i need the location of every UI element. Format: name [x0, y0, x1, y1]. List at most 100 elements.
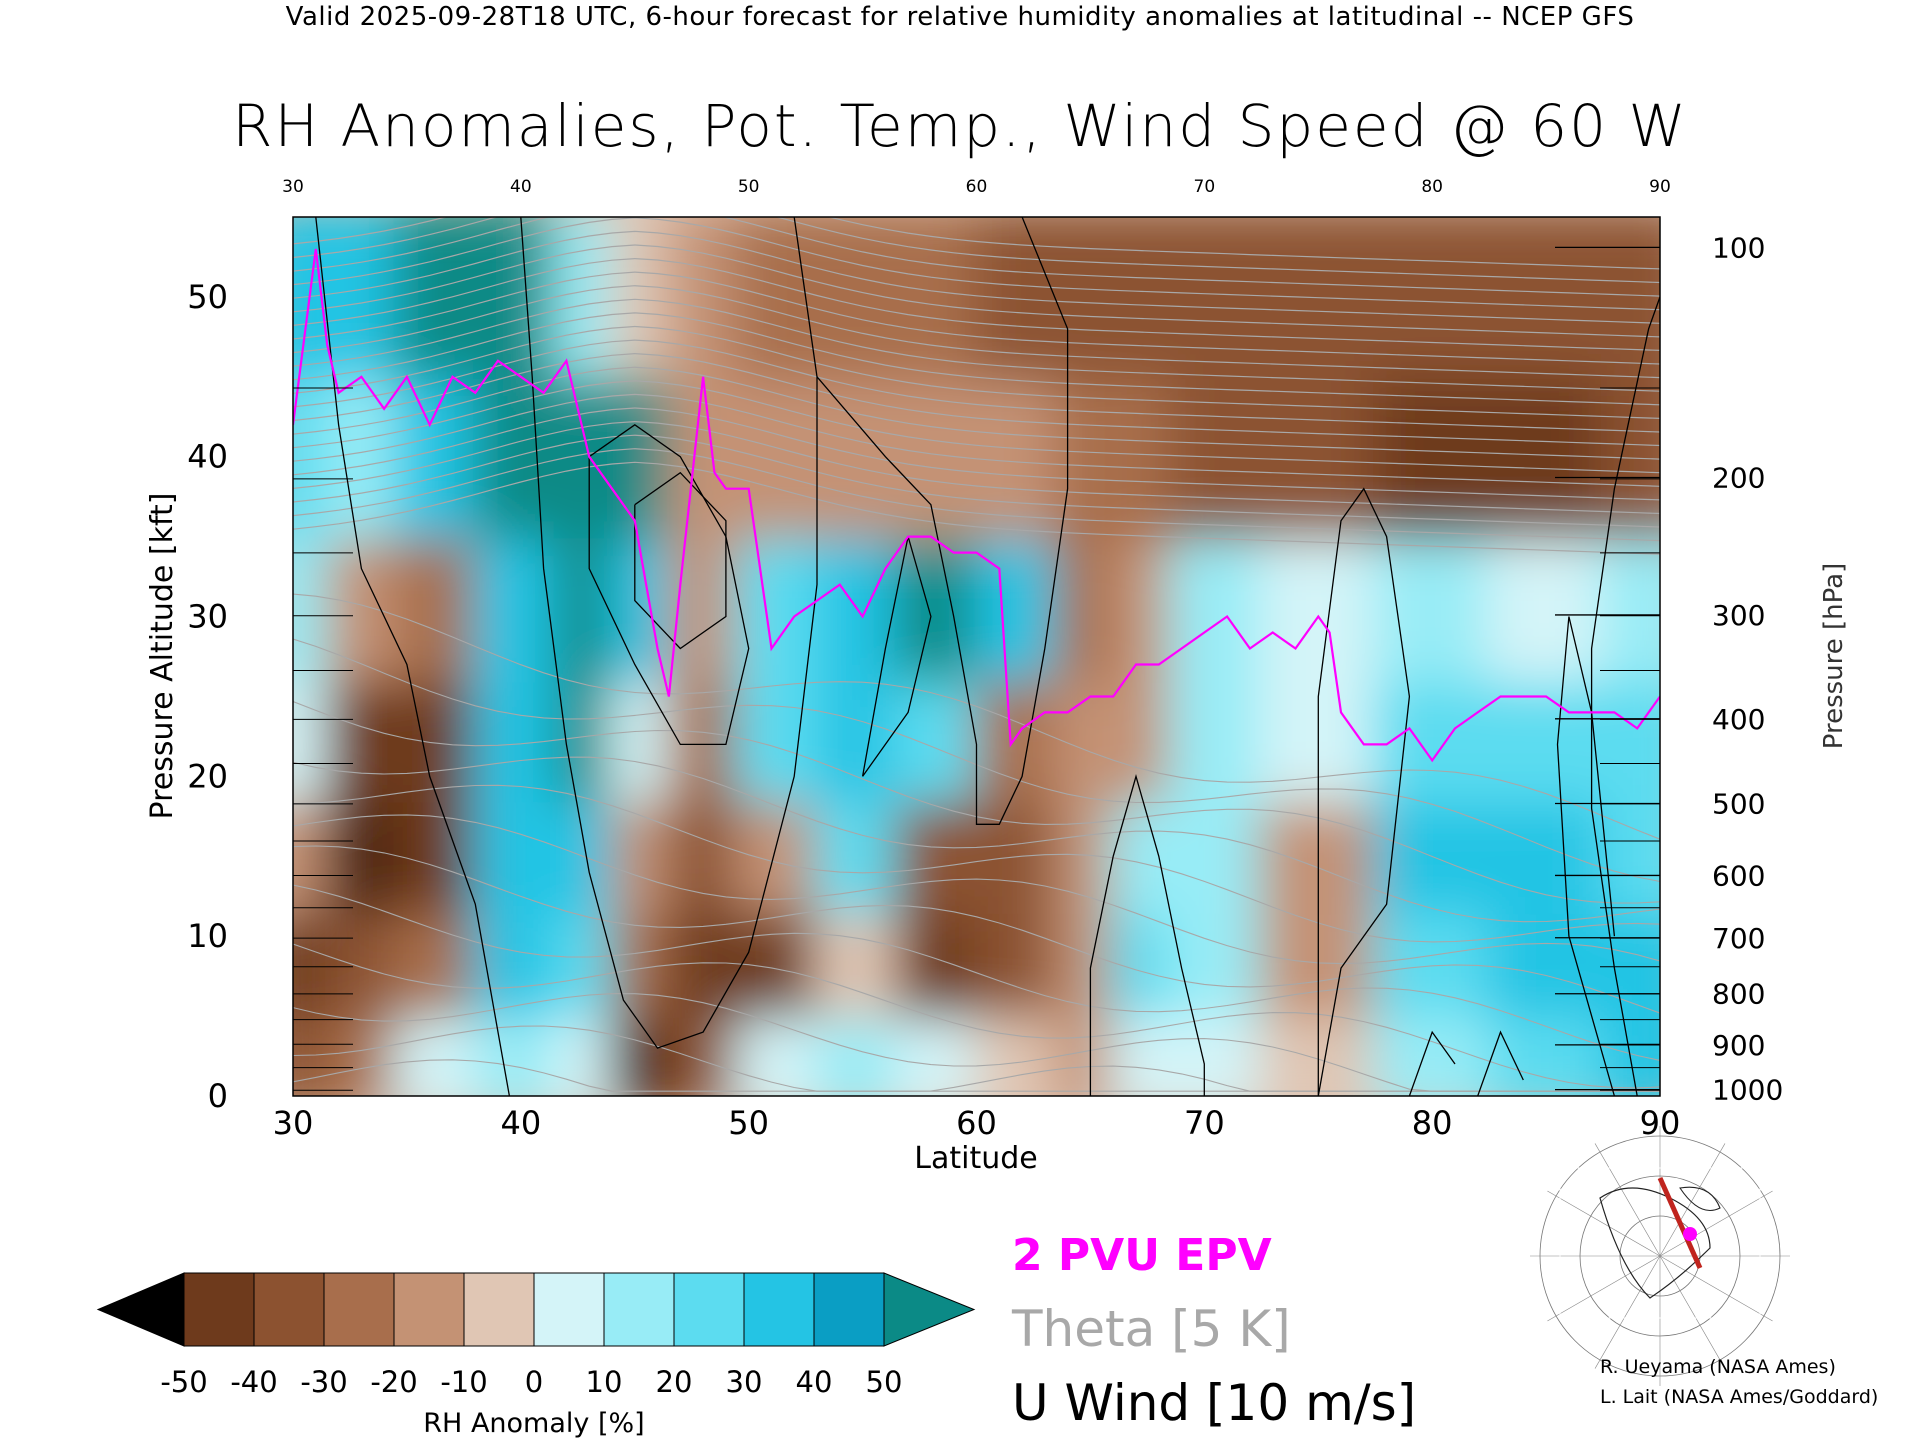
pv-line-layer	[293, 248, 1660, 763]
pressure-tick-label: 900	[1712, 1029, 1765, 1062]
y-tick-label: 50	[187, 278, 228, 316]
pressure-tick-label: 300	[1712, 599, 1765, 632]
pressure-tick-label: 600	[1712, 859, 1765, 892]
theta-line	[293, 407, 1660, 501]
heat-cell	[1168, 678, 1264, 803]
colorbar-box	[603, 1272, 675, 1347]
heat-cell	[666, 1014, 740, 1096]
heat-cell	[609, 910, 671, 1019]
heat-cell	[894, 798, 979, 915]
heat-cell	[815, 217, 899, 379]
heat-cell	[735, 910, 820, 1019]
heat-cell	[609, 678, 671, 803]
x-tick-label: 70	[1184, 1104, 1225, 1142]
heat-cell	[473, 534, 558, 683]
heat-cell	[735, 798, 820, 915]
heat-cell	[1487, 1014, 1606, 1096]
heat-cell	[894, 534, 979, 683]
heat-cell	[1054, 678, 1116, 803]
heat-cell	[974, 678, 1059, 803]
colorbar-tick-label: 40	[796, 1365, 833, 1399]
theta-line	[293, 461, 1660, 555]
wind-contour	[315, 217, 511, 1096]
heat-cell	[1487, 534, 1606, 683]
heat-cell	[1601, 217, 1660, 379]
heat-cell	[735, 678, 820, 803]
heat-cell	[609, 374, 671, 539]
track-line	[1657, 1176, 1703, 1270]
heat-cell	[1373, 374, 1492, 539]
heat-cell	[1487, 217, 1606, 379]
heat-cell	[735, 374, 820, 539]
colorbar-box	[533, 1272, 605, 1347]
inset-meridian	[1547, 1255, 1661, 1322]
heat-cell	[473, 910, 558, 1019]
heat-cell	[666, 217, 740, 379]
heat-cell	[1373, 534, 1492, 683]
inset-meridian	[1659, 1143, 1726, 1257]
theta-line	[293, 271, 1660, 365]
colorbar-box	[253, 1272, 325, 1347]
x-tick-label: 40	[500, 1104, 541, 1142]
y2-axis-label: Pressure [hPa]	[1819, 563, 1849, 750]
colorbar-tick-label: -30	[300, 1365, 347, 1399]
wind-contour	[1317, 487, 1411, 1096]
heat-cell	[1111, 910, 1173, 1019]
wind-contour	[634, 471, 727, 650]
theta-line	[293, 434, 1660, 528]
y-tick-label: 30	[187, 598, 228, 636]
top-tick-label: 30	[282, 177, 304, 197]
wind-contour	[816, 217, 1069, 825]
inset-frame	[1559, 1167, 1761, 1319]
x-tick-label: 60	[956, 1104, 997, 1142]
theta-line	[293, 845, 1660, 1014]
colorbar-label: RH Anomaly [%]	[423, 1408, 644, 1439]
rh-anomaly-field	[293, 217, 1660, 1096]
theta-line	[293, 784, 1660, 943]
heat-cell	[1487, 910, 1606, 1019]
heat-cell	[1054, 1014, 1116, 1096]
heat-cell	[293, 910, 330, 1019]
heat-cell	[1111, 798, 1173, 915]
inset-meridian	[1659, 1190, 1773, 1257]
theta-line	[293, 366, 1660, 460]
inset-meridian	[1659, 1255, 1773, 1322]
heat-cell	[393, 1014, 478, 1096]
heat-cell	[1601, 374, 1660, 539]
theta-line	[293, 393, 1660, 487]
heat-cell	[974, 217, 1059, 379]
y-tick-label: 10	[187, 917, 228, 955]
heat-cell	[815, 678, 899, 803]
theta-line	[293, 298, 1660, 392]
pressure-ticks: 100 200 300 400 500 600 700 800 900 1000	[293, 231, 1783, 1107]
heat-cell	[1373, 910, 1492, 1019]
heat-cell	[815, 910, 899, 1019]
heat-cell	[894, 678, 979, 803]
heat-cell	[1259, 374, 1378, 539]
credit-line-2: L. Lait (NASA Ames/Goddard)	[1600, 1386, 1879, 1408]
inset-meridian	[1594, 1255, 1661, 1369]
inset-meridian	[1594, 1143, 1661, 1257]
legend-u-wind: U Wind [10 m/s]	[1012, 1374, 1417, 1432]
heat-cell	[325, 534, 398, 683]
theta-line	[293, 339, 1660, 433]
heat-cell	[894, 910, 979, 1019]
theta-line	[293, 1059, 1660, 1092]
heat-cell	[1601, 798, 1660, 915]
colorbar-box	[323, 1272, 395, 1347]
heat-cell	[974, 910, 1059, 1019]
legend-theta: Theta [5 K]	[1012, 1300, 1291, 1358]
heat-cell	[393, 534, 478, 683]
heat-cells	[293, 217, 1660, 1096]
colorbar-tick-label: -10	[440, 1365, 487, 1399]
axes: 30 40 50 60 70 80 90 30 40 50 60 70 80 900 10 20 30 40 50 L…	[145, 177, 1849, 1176]
theta-line	[293, 814, 1660, 965]
credit-line-1: R. Ueyama (NASA Ames)	[1600, 1356, 1836, 1378]
heat-cell	[1111, 678, 1173, 803]
heat-cell	[553, 910, 614, 1019]
top-tick-label: 40	[510, 177, 532, 197]
wind-contour	[1556, 616, 1616, 1096]
legend-pv: 2 PVU EPV	[1012, 1230, 1272, 1281]
heat-cell	[325, 910, 398, 1019]
